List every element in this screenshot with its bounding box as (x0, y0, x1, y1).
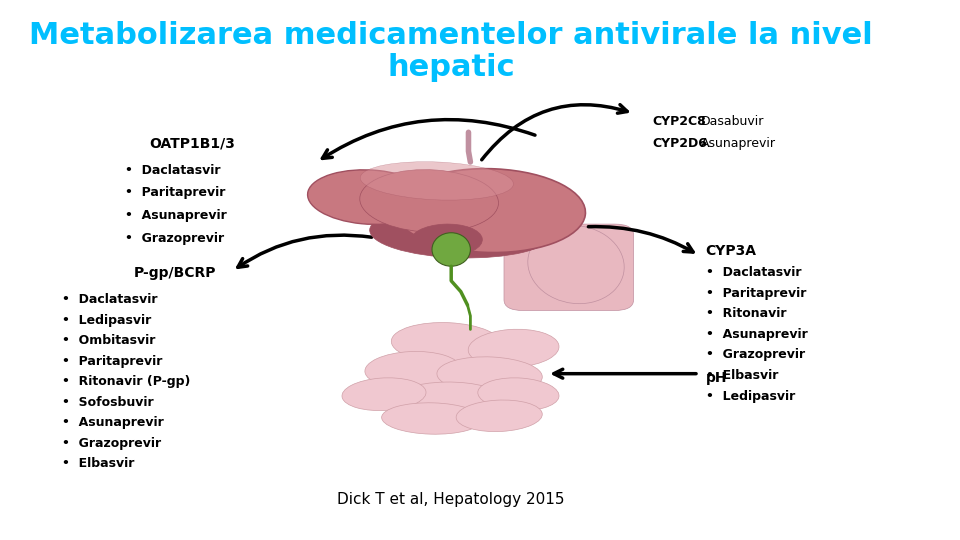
Text: •  Daclatasvir: • Daclatasvir (125, 164, 220, 177)
Text: •  Asunaprevir: • Asunaprevir (62, 416, 164, 429)
Ellipse shape (392, 322, 501, 363)
Text: •  Paritaprevir: • Paritaprevir (706, 287, 806, 300)
Ellipse shape (360, 161, 514, 200)
Text: •  Grazoprevir: • Grazoprevir (125, 232, 224, 245)
Text: OATP1B1/3: OATP1B1/3 (150, 136, 235, 150)
Text: Asunaprevir: Asunaprevir (701, 137, 776, 150)
Text: •  Elbasvir: • Elbasvir (706, 369, 778, 382)
Ellipse shape (360, 170, 498, 232)
Text: •  Paritaprevir: • Paritaprevir (62, 355, 163, 368)
Text: •  Elbasvir: • Elbasvir (62, 457, 134, 470)
Text: Metabolizarea medicamentelor antivirale la nivel: Metabolizarea medicamentelor antivirale … (30, 21, 873, 50)
Text: •  Ledipasvir: • Ledipasvir (706, 390, 795, 403)
Text: P-gp/BCRP: P-gp/BCRP (133, 266, 216, 280)
Ellipse shape (382, 403, 482, 434)
Ellipse shape (437, 357, 542, 394)
Ellipse shape (307, 170, 432, 225)
Text: •  Ritonavir: • Ritonavir (706, 307, 786, 320)
Text: •  Paritaprevir: • Paritaprevir (125, 186, 226, 199)
Text: •  Asunaprevir: • Asunaprevir (706, 328, 807, 341)
Text: •  Ledipasvir: • Ledipasvir (62, 314, 152, 327)
FancyBboxPatch shape (504, 224, 634, 310)
Text: Dick T et al, Hepatology 2015: Dick T et al, Hepatology 2015 (338, 492, 564, 507)
Text: •  Daclatasvir: • Daclatasvir (706, 266, 801, 279)
Text: Dasabuvir: Dasabuvir (701, 115, 764, 128)
Ellipse shape (394, 168, 586, 253)
Ellipse shape (478, 378, 559, 410)
Text: •  Ombitasvir: • Ombitasvir (62, 334, 156, 347)
Ellipse shape (456, 400, 542, 431)
Text: pH: pH (706, 371, 727, 385)
Ellipse shape (432, 233, 470, 266)
Text: •  Ritonavir (P-gp): • Ritonavir (P-gp) (62, 375, 191, 388)
Text: •  Sofosbuvir: • Sofosbuvir (62, 396, 154, 409)
Ellipse shape (468, 329, 559, 367)
Text: •  Grazoprevir: • Grazoprevir (62, 437, 161, 450)
Text: CYP2D6: CYP2D6 (653, 137, 708, 150)
Ellipse shape (370, 206, 552, 258)
Ellipse shape (392, 382, 501, 417)
Text: •  Grazoprevir: • Grazoprevir (706, 348, 804, 361)
Text: •  Daclatasvir: • Daclatasvir (62, 293, 157, 306)
Text: CYP2C8: CYP2C8 (653, 115, 707, 128)
Text: •  Asunaprevir: • Asunaprevir (125, 209, 227, 222)
Text: hepatic: hepatic (388, 53, 515, 82)
Ellipse shape (528, 226, 624, 303)
Ellipse shape (365, 352, 461, 388)
Ellipse shape (411, 224, 482, 256)
Text: CYP3A: CYP3A (706, 244, 756, 258)
Ellipse shape (342, 378, 426, 410)
